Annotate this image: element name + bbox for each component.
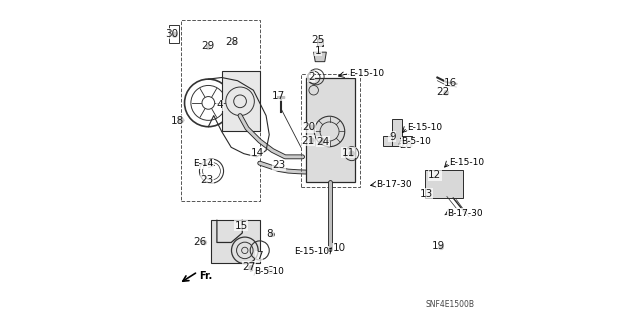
Text: 1: 1 xyxy=(315,46,321,56)
Text: 29: 29 xyxy=(202,41,215,52)
Polygon shape xyxy=(314,52,326,62)
Text: 13: 13 xyxy=(420,189,433,199)
Text: 21: 21 xyxy=(301,136,315,146)
Circle shape xyxy=(408,142,413,147)
Text: 2: 2 xyxy=(308,72,314,82)
Text: SNF4E1500B: SNF4E1500B xyxy=(426,300,475,309)
Circle shape xyxy=(310,124,316,130)
Text: Fr.: Fr. xyxy=(200,271,212,281)
Circle shape xyxy=(270,232,275,237)
Polygon shape xyxy=(221,71,260,132)
Text: 19: 19 xyxy=(432,241,445,251)
Text: E-15-10: E-15-10 xyxy=(294,246,329,256)
Text: 27: 27 xyxy=(243,262,256,272)
Circle shape xyxy=(202,240,207,245)
Text: 14: 14 xyxy=(251,148,264,158)
Text: B-17-30: B-17-30 xyxy=(447,209,483,218)
Text: E-15-10: E-15-10 xyxy=(449,158,484,167)
Text: 11: 11 xyxy=(342,148,355,158)
Polygon shape xyxy=(317,39,323,46)
Text: 8: 8 xyxy=(267,228,273,239)
Text: E-15-10: E-15-10 xyxy=(407,123,442,132)
Text: 18: 18 xyxy=(171,116,184,126)
Circle shape xyxy=(438,244,444,250)
Text: E-14: E-14 xyxy=(193,159,213,168)
Circle shape xyxy=(206,45,211,50)
Circle shape xyxy=(444,90,449,96)
Circle shape xyxy=(172,32,178,38)
Bar xyxy=(170,25,179,43)
Circle shape xyxy=(178,117,184,124)
Text: 10: 10 xyxy=(332,243,346,253)
Circle shape xyxy=(319,139,325,144)
Text: E-15-10: E-15-10 xyxy=(349,69,385,78)
Text: 25: 25 xyxy=(311,35,324,45)
Text: 12: 12 xyxy=(428,170,442,180)
Text: 17: 17 xyxy=(271,91,285,100)
Text: 28: 28 xyxy=(225,37,239,47)
Text: 22: 22 xyxy=(436,87,449,97)
Circle shape xyxy=(349,150,355,157)
Circle shape xyxy=(232,40,237,45)
Text: 15: 15 xyxy=(235,221,248,231)
Bar xyxy=(392,119,402,146)
Text: B-5-10: B-5-10 xyxy=(401,137,431,146)
Text: 30: 30 xyxy=(165,29,178,39)
Text: B-17-30: B-17-30 xyxy=(376,180,412,189)
Text: 6: 6 xyxy=(267,266,273,276)
Text: B-5-10: B-5-10 xyxy=(254,267,284,276)
Text: 23: 23 xyxy=(272,160,285,170)
Text: 7: 7 xyxy=(256,251,262,261)
Polygon shape xyxy=(306,77,355,182)
Text: 20: 20 xyxy=(302,122,315,132)
Text: 23: 23 xyxy=(200,175,213,185)
Polygon shape xyxy=(425,170,463,198)
Text: 26: 26 xyxy=(193,237,207,247)
Circle shape xyxy=(309,138,315,143)
Text: 4: 4 xyxy=(217,100,223,110)
Circle shape xyxy=(248,265,254,271)
Text: 28: 28 xyxy=(399,140,413,150)
Text: 16: 16 xyxy=(444,78,458,88)
Bar xyxy=(383,136,412,146)
Text: 24: 24 xyxy=(317,137,330,147)
Text: 9: 9 xyxy=(389,132,396,142)
Polygon shape xyxy=(211,220,260,263)
